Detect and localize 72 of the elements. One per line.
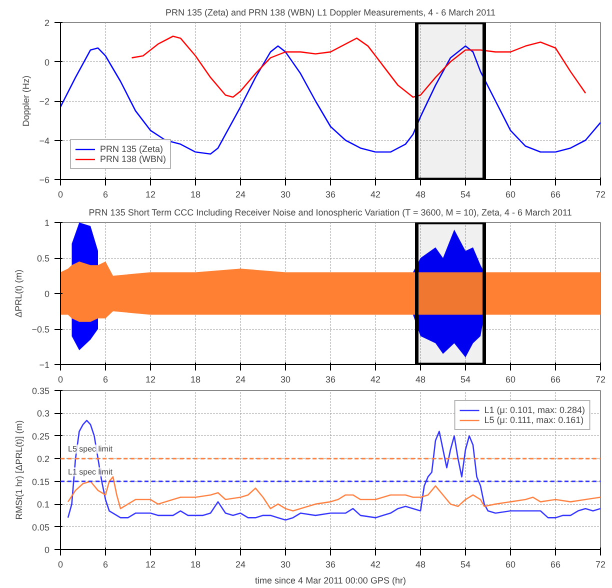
y-tick-label: −1 — [39, 360, 50, 370]
x-tick-label: 30 — [280, 190, 291, 200]
y-tick-label: 0.05 — [32, 522, 50, 532]
x-tick-label: 36 — [325, 374, 336, 384]
legend-label: PRN 135 (Zeta) — [100, 144, 164, 154]
y-tick-label: −2 — [39, 96, 50, 106]
x-tick-label: 72 — [595, 374, 606, 384]
x-tick-label: 36 — [325, 560, 336, 570]
y-tick-label: 0 — [44, 57, 50, 68]
ref-line-label: L5 spec limit — [68, 444, 114, 454]
y-tick-label: 0.35 — [32, 386, 50, 396]
x-tick-label: 60 — [505, 560, 516, 570]
legend-label: L1 (μ: 0.101, max: 0.284) — [484, 405, 585, 415]
x-tick-label: 12 — [145, 374, 156, 384]
x-tick-label: 0 — [58, 374, 64, 384]
ref-line-label: L1 spec limit — [68, 467, 114, 476]
x-tick-label: 6 — [102, 374, 108, 384]
y-axis-title: RMSt(1 hr) [ΔPRL(t)] (m) — [14, 420, 24, 520]
legend-label: PRN 138 (WBN) — [100, 154, 166, 164]
x-tick-label: 48 — [415, 560, 426, 570]
y-tick-label: 0 — [44, 289, 50, 299]
x-tick-label: 6 — [102, 560, 108, 570]
x-tick-label: 72 — [595, 190, 606, 200]
y-tick-label: 0.3 — [36, 408, 50, 419]
x-tick-label: 18 — [190, 374, 201, 384]
x-tick-label: 42 — [370, 560, 381, 570]
y-axis-title: Doppler (Hz) — [21, 75, 32, 127]
x-tick-label: 66 — [550, 560, 561, 570]
x-tick-label: 6 — [102, 190, 108, 200]
y-tick-label: 0.1 — [36, 500, 50, 510]
y-tick-label: 0.2 — [36, 454, 50, 464]
y-tick-label: 0.5 — [36, 254, 50, 264]
x-tick-label: 66 — [550, 190, 561, 200]
y-axis-title: ΔPRL(t) (m) — [14, 269, 24, 318]
y-tick-label: −4 — [39, 136, 50, 146]
x-tick-label: 60 — [505, 190, 516, 200]
y-tick-label: 0 — [44, 545, 50, 555]
x-tick-label: 24 — [235, 374, 246, 384]
x-tick-label: 0 — [58, 190, 64, 200]
x-tick-label: 72 — [595, 560, 606, 570]
line-series — [131, 36, 586, 98]
chart-title: PRN 135 (Zeta) and PRN 138 (WBN) L1 Doppler Measurements, 4 - 6 March 2011 — [166, 8, 496, 18]
y-tick-label: 0.25 — [32, 431, 50, 442]
line-series — [60, 45, 600, 155]
x-tick-label: 30 — [280, 560, 291, 570]
y-tick-label: 0.15 — [32, 476, 50, 487]
x-tick-label: 36 — [325, 190, 336, 200]
x-tick-label: 54 — [460, 560, 471, 570]
x-tick-label: 60 — [505, 374, 516, 384]
chart-title: PRN 135 Short Term CCC Including Receiver Noise and Ionospheric Variation (T = 3600, M = 10), Zeta, 4 - 6 March 2011 — [88, 208, 572, 218]
y-tick-label: 2 — [44, 18, 50, 28]
line-series — [67, 476, 600, 512]
x-tick-label: 18 — [190, 190, 201, 200]
x-tick-label: 48 — [415, 374, 426, 384]
x-tick-label: 54 — [460, 374, 471, 384]
x-axis-title: time since 4 Mar 2011 00:00 GPS (hr) — [255, 576, 406, 586]
x-tick-label: 66 — [550, 374, 561, 384]
x-tick-label: 54 — [460, 190, 471, 200]
x-tick-label: 30 — [280, 374, 291, 384]
x-tick-label: 42 — [370, 374, 381, 384]
x-tick-label: 0 — [58, 560, 64, 570]
x-tick-label: 24 — [235, 190, 246, 200]
x-tick-label: 12 — [145, 190, 156, 200]
y-tick-label: −0.5 — [32, 324, 50, 334]
x-tick-label: 18 — [190, 560, 201, 570]
y-tick-label: −6 — [39, 175, 50, 185]
x-tick-label: 48 — [415, 190, 426, 200]
x-tick-label: 24 — [235, 560, 246, 570]
legend-label: L5 (μ: 0.111, max: 0.161) — [484, 415, 584, 425]
x-tick-label: 42 — [370, 190, 381, 200]
x-tick-label: 12 — [145, 560, 156, 570]
y-tick-label: 1 — [44, 218, 50, 228]
